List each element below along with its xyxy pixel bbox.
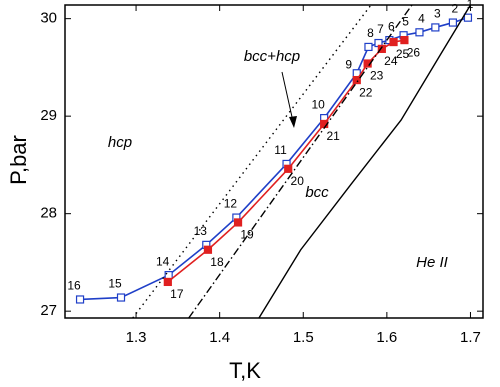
point-label: 4	[418, 11, 425, 25]
point-label: 14	[156, 254, 170, 268]
point-label: 22	[359, 85, 373, 99]
point-label: 23	[370, 69, 384, 83]
point-marker	[364, 42, 373, 52]
y-tick-label: 30	[40, 10, 57, 27]
x-tick-label: 1.4	[209, 329, 230, 346]
point-label: 12	[224, 197, 238, 211]
point-label: 25	[396, 47, 410, 61]
series-line	[167, 39, 405, 283]
point-label: 9	[345, 57, 352, 71]
point-label: 7	[377, 22, 384, 36]
point-label: 26	[407, 45, 421, 59]
point-label: 21	[326, 129, 340, 143]
annotation: hcp	[108, 134, 132, 151]
point-marker	[448, 18, 458, 27]
point-label: 6	[388, 19, 395, 33]
boundary-line	[258, 4, 472, 319]
point-marker	[400, 36, 409, 45]
point-label: 15	[108, 277, 122, 291]
point-label: 20	[291, 174, 305, 188]
x-tick-label: 1.3	[126, 329, 147, 346]
point-marker	[164, 270, 173, 280]
point-marker	[203, 245, 213, 254]
point-marker	[75, 295, 85, 304]
annotation: He II	[416, 254, 448, 271]
series-line	[80, 16, 469, 301]
point-label: 24	[384, 54, 398, 68]
point-label: 16	[67, 279, 81, 293]
y-axis-label: P,bar	[6, 135, 31, 185]
y-tick-label: 27	[40, 302, 57, 319]
x-tick-label: 1.5	[293, 329, 314, 346]
y-tick-label: 28	[40, 205, 57, 222]
point-label: 18	[210, 255, 224, 269]
point-label: 8	[367, 26, 374, 40]
x-tick-label: 1.6	[376, 329, 397, 346]
point-marker	[163, 277, 172, 287]
point-label: 11	[274, 143, 287, 157]
x-tick-label: 1.7	[460, 329, 481, 346]
annotation: bcc	[305, 184, 329, 201]
point-marker	[431, 23, 440, 32]
point-marker	[389, 37, 398, 47]
point-marker	[284, 164, 293, 173]
point-marker	[352, 75, 361, 85]
point-label: 3	[434, 7, 441, 21]
point-marker	[116, 293, 126, 302]
point-label: 2	[452, 2, 459, 16]
point-label: 19	[240, 228, 254, 242]
point-marker	[233, 218, 243, 227]
arrow-head	[289, 116, 297, 128]
point-marker	[363, 59, 372, 68]
y-tick-label: 29	[40, 107, 57, 124]
annotation: bcc+hcp	[244, 48, 300, 65]
point-label: 13	[194, 224, 208, 238]
point-marker	[463, 13, 473, 22]
point-marker	[415, 28, 424, 37]
point-label: 10	[311, 97, 325, 111]
x-axis-label: T,K	[229, 358, 261, 383]
point-label: 5	[402, 14, 409, 28]
point-marker	[377, 44, 386, 53]
point-label: 17	[170, 287, 184, 301]
plot-frame	[64, 4, 484, 319]
boundary-line	[188, 4, 413, 319]
